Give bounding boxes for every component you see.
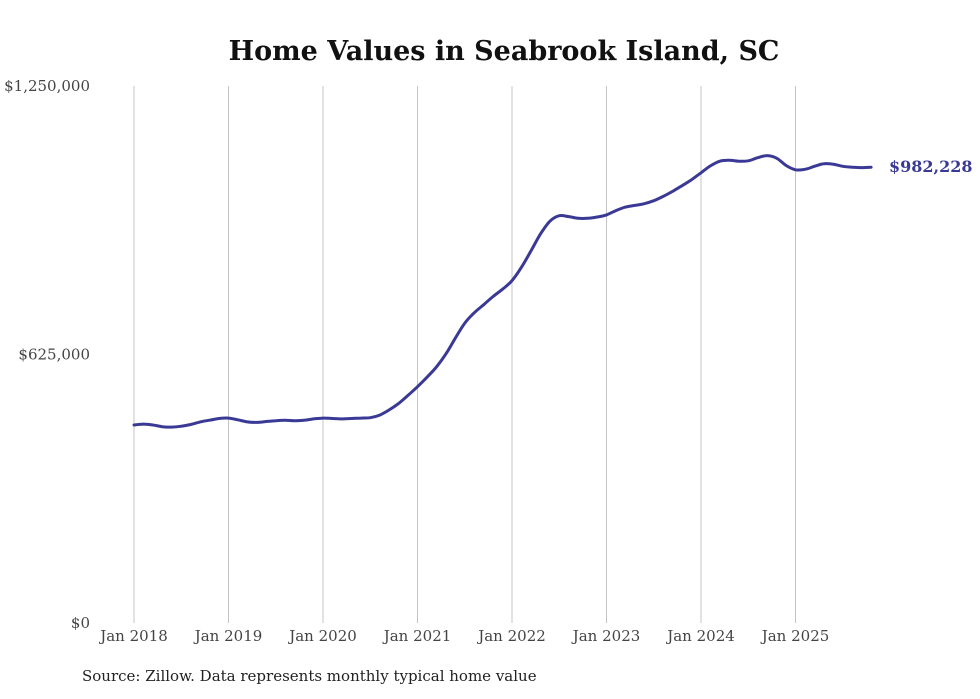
x-tick-label: Jan 2019 xyxy=(193,627,263,645)
x-tick-label: Jan 2022 xyxy=(476,627,546,645)
vertical-gridlines xyxy=(133,86,796,623)
source-note: Source: Zillow. Data represents monthly … xyxy=(82,667,537,685)
x-tick-label: Jan 2024 xyxy=(665,627,735,645)
x-tick-label: Jan 2018 xyxy=(98,627,168,645)
y-tick-label: $1,250,000 xyxy=(4,77,90,95)
x-tick-label: Jan 2023 xyxy=(571,627,641,645)
x-tick-label: Jan 2020 xyxy=(287,627,357,645)
x-tick-label: Jan 2021 xyxy=(382,627,452,645)
x-tick-label: Jan 2025 xyxy=(760,627,830,645)
y-axis-ticks: $0 $625,000 $1,250,000 xyxy=(4,77,90,632)
home-value-series-line xyxy=(132,154,873,429)
x-axis-ticks: Jan 2018 Jan 2019 Jan 2020 Jan 2021 Jan 2022… xyxy=(98,627,829,645)
latest-value-label: $982,228 xyxy=(889,157,973,176)
y-tick-label: $625,000 xyxy=(18,346,90,364)
chart-title: Home Values in Seabrook Island, SC xyxy=(229,36,780,67)
y-tick-label: $0 xyxy=(71,614,90,632)
